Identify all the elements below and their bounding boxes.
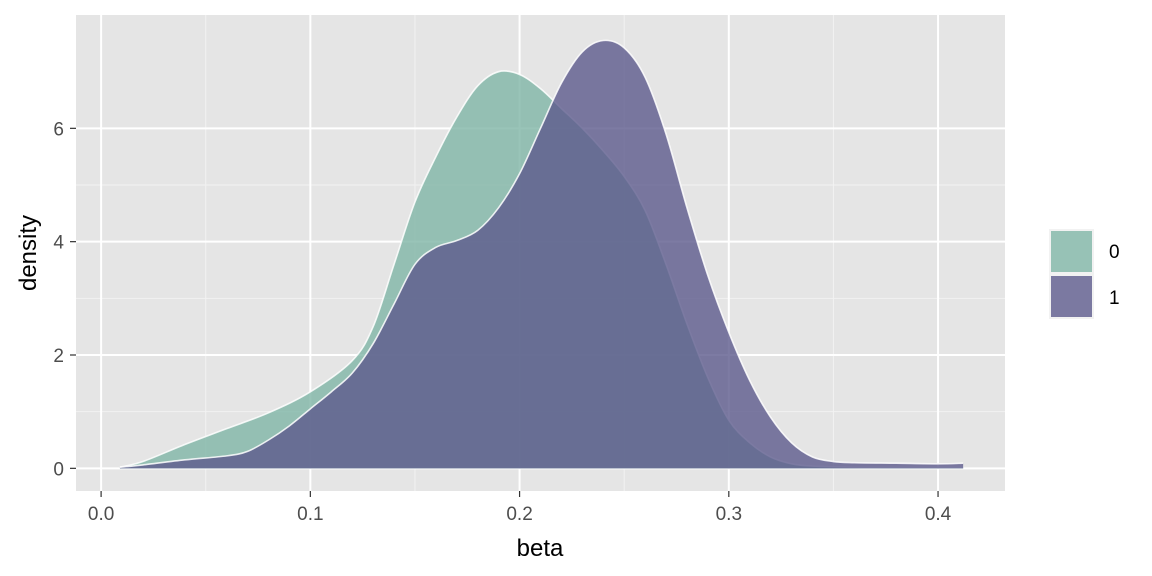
y-tick-label: 4 bbox=[53, 233, 64, 254]
density-areas bbox=[119, 39, 964, 469]
x-tick-label: 0.2 bbox=[506, 504, 532, 525]
legend-label-1: 1 bbox=[1109, 288, 1120, 309]
density-area-1 bbox=[119, 40, 964, 469]
y-tick-label: 0 bbox=[53, 459, 64, 480]
legend-key-1 bbox=[1051, 276, 1092, 317]
y-tick-label: 2 bbox=[53, 346, 64, 367]
y-axis-title: density bbox=[15, 215, 42, 291]
y-tick-label: 6 bbox=[53, 119, 64, 140]
x-axis: 0.0 0.1 0.2 0.3 0.4 bbox=[88, 491, 952, 525]
x-tick-label: 0.3 bbox=[716, 504, 742, 525]
density-outline-1 bbox=[119, 39, 964, 468]
x-axis-title: beta bbox=[517, 535, 564, 562]
x-tick-label: 0.0 bbox=[88, 504, 114, 525]
legend-label-0: 0 bbox=[1109, 242, 1120, 263]
x-tick-label: 0.1 bbox=[297, 504, 323, 525]
x-tick-label: 0.4 bbox=[925, 504, 952, 525]
legend: 0 1 bbox=[1049, 229, 1120, 319]
y-axis: 0 2 4 6 bbox=[53, 119, 76, 480]
legend-key-0 bbox=[1051, 231, 1092, 272]
